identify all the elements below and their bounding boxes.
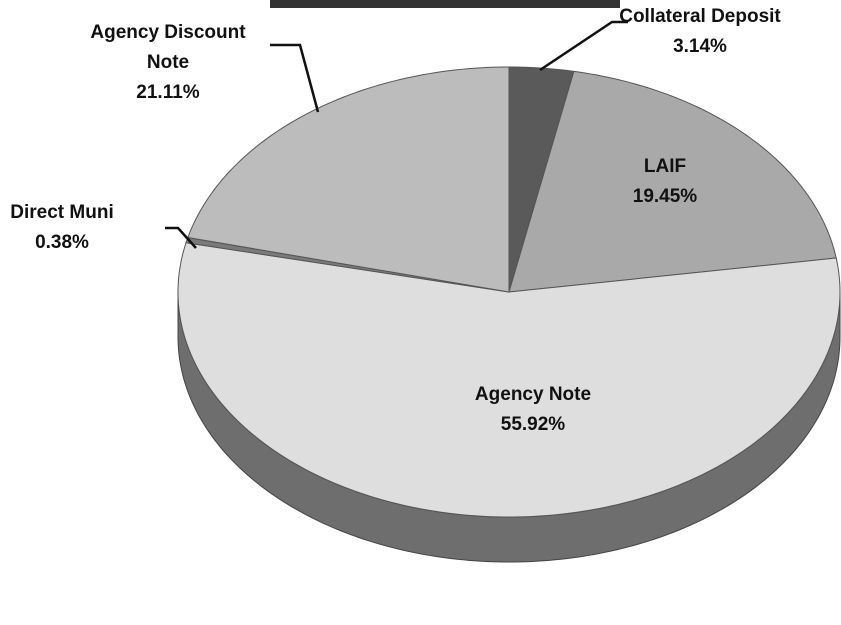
value-label: 19.45%	[632, 186, 698, 207]
pie-slice	[508, 70, 837, 293]
category-label: LAIF	[643, 156, 687, 177]
data-label: Agency Discount Note 21.11%	[68, 18, 268, 108]
leader-line	[539, 20, 628, 72]
value-label: 21.11%	[136, 82, 200, 103]
category-label: Direct Muni	[10, 202, 114, 223]
value-label: 3.14%	[673, 36, 727, 57]
leader-line	[270, 43, 320, 113]
value-label: 0.38%	[35, 232, 89, 253]
pie-slice	[177, 242, 841, 518]
category-label: Agency Discount Note	[90, 22, 246, 73]
pie-slice	[187, 66, 510, 293]
value-label: 55.92%	[500, 414, 566, 435]
data-label: LAIF 19.45%	[590, 152, 740, 212]
category-label: Agency Note	[474, 384, 592, 405]
title-box-edge	[270, 0, 620, 8]
data-label: Direct Muni 0.38%	[0, 198, 132, 258]
pie	[177, 66, 841, 563]
category-label: Collateral Deposit	[619, 6, 781, 27]
leader-lines	[165, 20, 628, 249]
data-label: Agency Note 55.92%	[433, 380, 633, 440]
data-label: Collateral Deposit 3.14%	[590, 2, 810, 62]
leader-line	[165, 226, 197, 249]
